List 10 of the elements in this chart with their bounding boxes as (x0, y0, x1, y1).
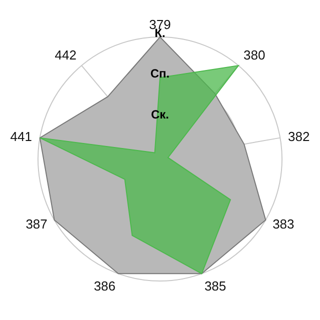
y-tick-label: Ск. (150, 107, 170, 122)
spoke-label: 387 (26, 216, 48, 232)
spoke-label: 442 (54, 47, 76, 62)
spoke-label: 383 (272, 216, 294, 232)
spoke-label: 380 (244, 47, 266, 62)
spoke-label: 382 (288, 129, 310, 144)
spoke-label: 385 (204, 278, 226, 294)
spoke-label: 441 (10, 129, 32, 144)
spoke-label: 386 (94, 278, 116, 294)
y-tick-label: Сп. (150, 66, 170, 81)
